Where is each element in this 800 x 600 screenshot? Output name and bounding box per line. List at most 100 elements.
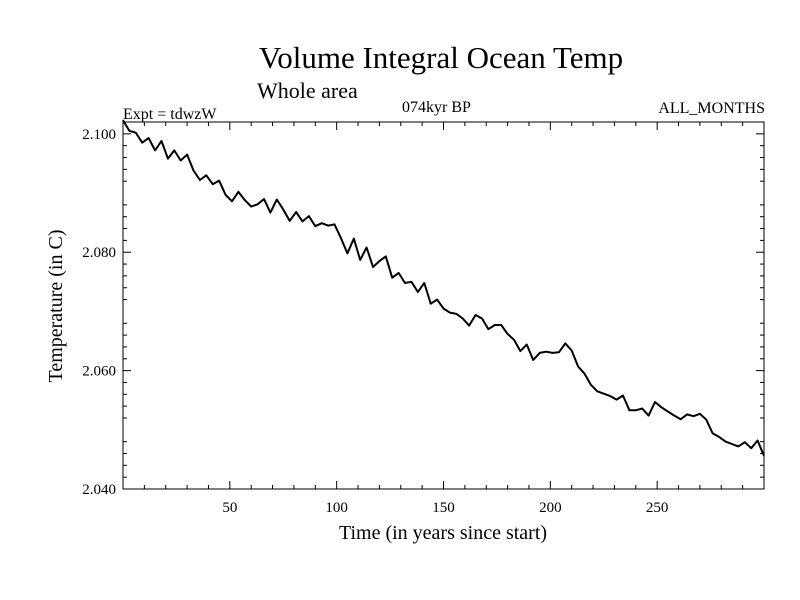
data-point [635,409,637,411]
data-point [301,220,304,222]
data-point [141,142,143,144]
data-point [539,352,541,354]
axis-ticks [123,122,764,490]
data-point [622,394,624,397]
data-point [173,149,175,151]
data-point [148,137,150,139]
data-point [212,183,214,185]
data-point [462,317,464,320]
data-point [199,179,201,181]
data-point [442,307,445,310]
data-point [616,399,618,401]
data-point [167,158,169,160]
data-point [500,324,502,326]
x-tick-label: 50 [222,500,237,516]
data-point [160,140,163,142]
data-point [436,299,438,301]
data-point [218,180,220,182]
data-point [564,342,566,344]
data-point [468,325,470,327]
data-point [346,252,348,254]
data-point [128,130,130,132]
y-tick-label: 2.080 [82,245,116,261]
data-point [507,333,509,335]
data-point [359,259,361,261]
data-point [180,159,182,162]
data-point [340,237,342,239]
data-point [532,359,534,361]
data-point [385,255,387,257]
data-point [449,312,451,314]
plot-frame [122,121,765,490]
data-point [372,266,374,268]
data-point [583,373,586,375]
data-point [308,215,310,217]
data-point [731,443,733,445]
data-point [571,349,573,352]
data-point [750,447,752,449]
data-point [724,441,727,443]
data-point [737,445,740,447]
x-tick-label: 200 [539,500,562,516]
data-point [494,324,496,326]
data-point [263,198,265,200]
data-point [558,351,560,353]
data-point [398,272,400,274]
data-point [237,191,239,193]
data-point [257,203,259,205]
data-point [455,313,457,315]
data-point [660,406,663,408]
data-point [353,238,355,240]
series-line [122,119,765,457]
data-point [430,303,432,305]
data-point [487,328,489,330]
annotation-left: Expt = tdwzW [123,106,217,123]
y-axis-label: Temperature (in C) [45,230,67,383]
data-point [596,390,598,392]
data-point [404,282,406,284]
data-point [327,225,329,227]
data-point [321,222,323,224]
data-point [590,384,592,386]
data-point [289,220,291,222]
data-point [699,413,701,415]
data-point [295,211,297,213]
chart-title: Volume Integral Ocean Temp [259,40,623,75]
data-point [667,410,669,413]
data-point [314,225,316,227]
data-point [686,413,688,415]
data-point [186,154,188,156]
data-point [680,418,682,420]
x-tick-label: 150 [432,500,455,516]
tick-labels: 50 100 150 200 250 2.040 2.060 2.080 2.100 [82,127,668,516]
series-group [122,119,765,457]
annotation-right: ALL_MONTHS [658,100,765,117]
data-point [577,365,579,368]
y-tick-label: 2.100 [82,127,116,143]
data-point [244,199,246,201]
data-point [192,169,195,172]
data-point [122,119,124,121]
data-point [545,351,547,353]
data-point [378,260,380,262]
data-point [654,401,656,403]
data-point [225,194,227,196]
data-point [641,407,643,410]
data-point [744,441,746,443]
data-point [391,277,393,279]
data-point [276,198,278,201]
data-point [551,352,554,354]
data-point [282,209,284,211]
x-tick-label: 100 [325,500,348,516]
data-point [417,291,419,293]
data-point [269,212,271,214]
x-axis-label: Time (in years since start) [339,522,547,544]
data-point [673,415,675,417]
data-point [603,393,605,395]
data-point [609,395,611,397]
data-point [366,246,368,249]
data-point [648,415,650,417]
data-point [205,174,207,176]
y-tick-label: 2.060 [82,364,116,380]
data-point [250,206,252,208]
